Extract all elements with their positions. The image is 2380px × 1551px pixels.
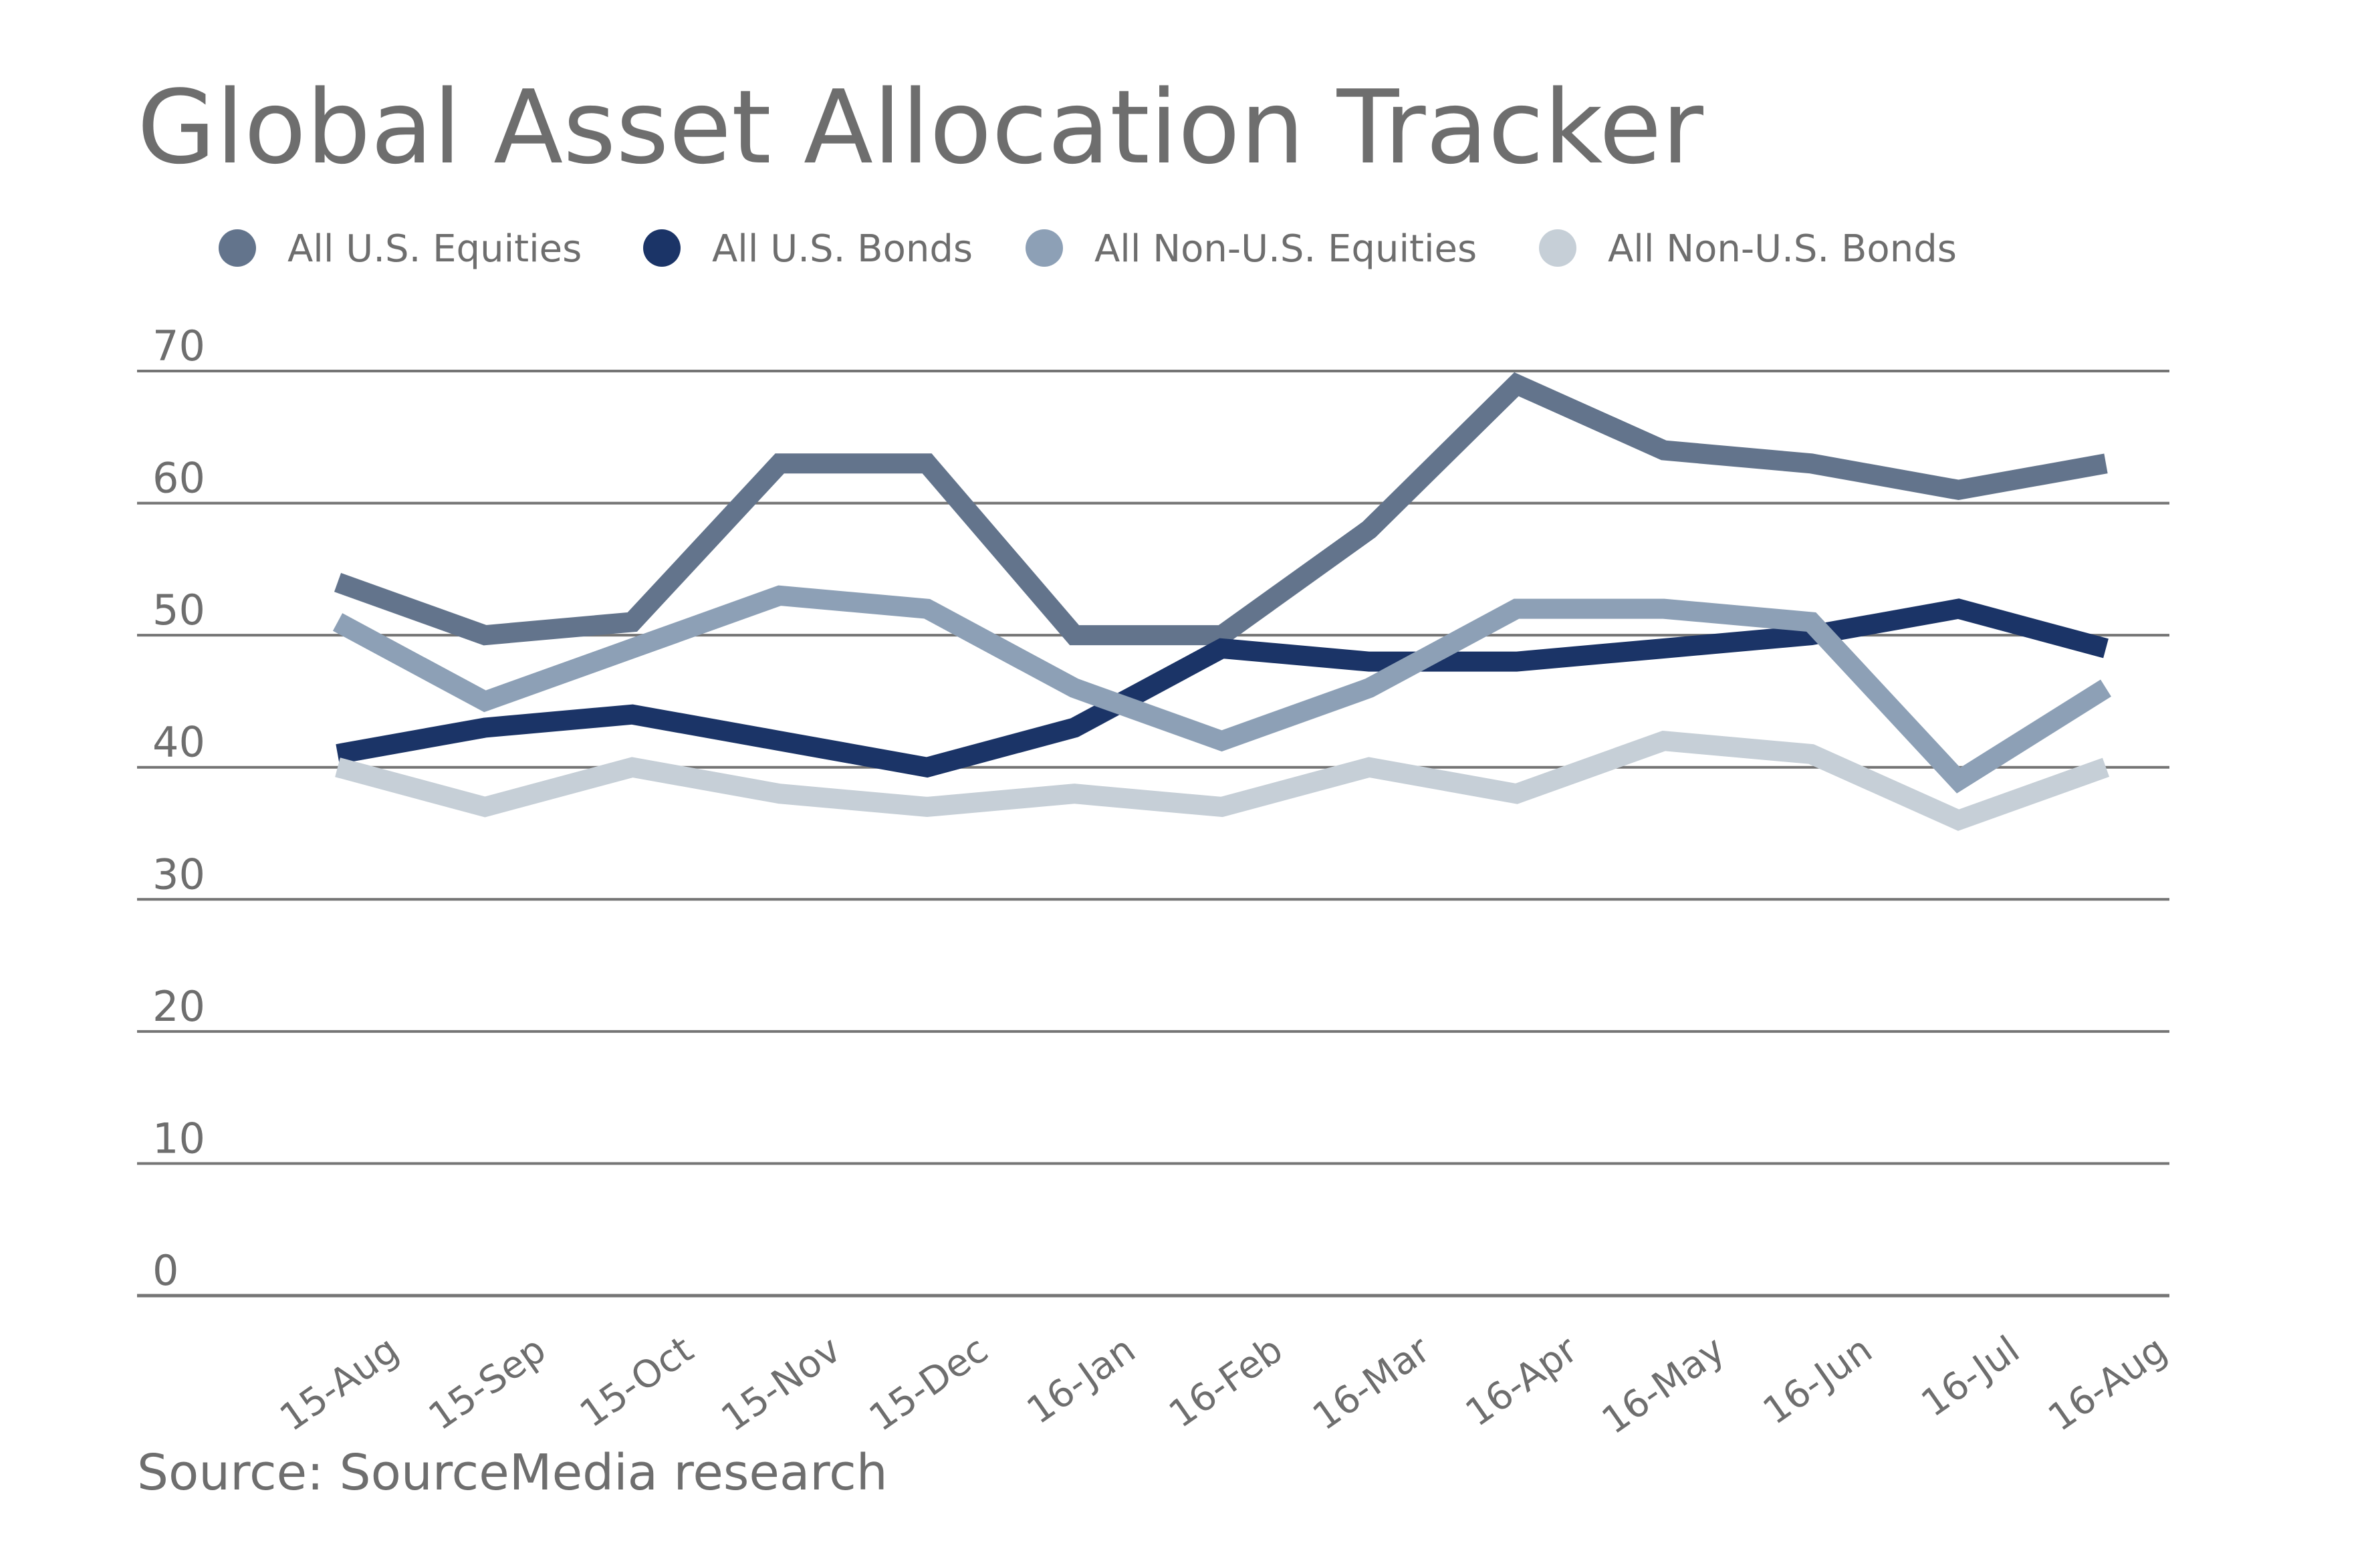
y-tick-label-40: 40 bbox=[152, 718, 205, 767]
x-tick-label-16-Aug: 16-Aug bbox=[2040, 1328, 2175, 1440]
y-tick-label-20: 20 bbox=[152, 982, 205, 1031]
line-series-3 bbox=[335, 730, 2110, 831]
y-tick-label-0: 0 bbox=[152, 1246, 178, 1295]
legend-label-0: All U.S. Equities bbox=[287, 227, 582, 271]
y-tick-label-60: 60 bbox=[152, 454, 205, 503]
x-tick-label-16-Jun: 16-Jun bbox=[1756, 1328, 1880, 1433]
chart-title: Global Asset Allocation Tracker bbox=[137, 68, 1703, 187]
x-tick-label-16-Jan: 16-Jan bbox=[1020, 1328, 1143, 1433]
y-tick-label-30: 30 bbox=[152, 850, 205, 899]
legend-swatch-0 bbox=[219, 229, 256, 267]
gridlines bbox=[137, 370, 2169, 1298]
legend-label-3: All Non-U.S. Bonds bbox=[1608, 227, 1957, 271]
legend-swatch-2 bbox=[1026, 229, 1063, 267]
x-tick-label-15-Dec: 15-Dec bbox=[862, 1328, 996, 1440]
y-axis-tick-labels: 0 10 20 30 40 50 60 70 bbox=[152, 322, 205, 1295]
y-tick-label-50: 50 bbox=[152, 586, 205, 634]
legend-swatch-3 bbox=[1539, 229, 1576, 267]
data-lines bbox=[332, 372, 2111, 831]
x-tick-label-15-Oct: 15-Oct bbox=[572, 1328, 701, 1436]
x-tick-label-15-Sep: 15-Sep bbox=[421, 1328, 554, 1439]
line-series-0 bbox=[334, 372, 2108, 646]
x-tick-label-15-Nov: 15-Nov bbox=[714, 1328, 849, 1440]
x-tick-label-16-May: 16-May bbox=[1594, 1328, 1733, 1443]
y-tick-label-70: 70 bbox=[152, 322, 205, 370]
x-tick-label-15-Aug: 15-Aug bbox=[272, 1328, 406, 1440]
source-note: Source: SourceMedia research bbox=[137, 1444, 888, 1502]
x-axis-tick-labels: 15-Aug 15-Sep 15-Oct 15-Nov 15-Dec 16-Jan 16-F… bbox=[272, 1328, 2175, 1443]
y-tick-label-10: 10 bbox=[152, 1114, 205, 1163]
line-series-2 bbox=[332, 585, 2111, 794]
x-tick-label-16-Jul: 16-Jul bbox=[1914, 1328, 2028, 1425]
legend-swatch-1 bbox=[643, 229, 681, 267]
x-tick-label-16-Mar: 16-Mar bbox=[1305, 1328, 1439, 1439]
x-tick-label-16-Apr: 16-Apr bbox=[1458, 1328, 1586, 1435]
legend-label-1: All U.S. Bonds bbox=[712, 227, 973, 271]
legend: All U.S. Equities All U.S. Bonds All Non-U… bbox=[219, 227, 1957, 271]
legend-label-2: All Non-U.S. Equities bbox=[1094, 227, 1477, 271]
x-tick-label-16-Feb: 16-Feb bbox=[1161, 1328, 1290, 1437]
